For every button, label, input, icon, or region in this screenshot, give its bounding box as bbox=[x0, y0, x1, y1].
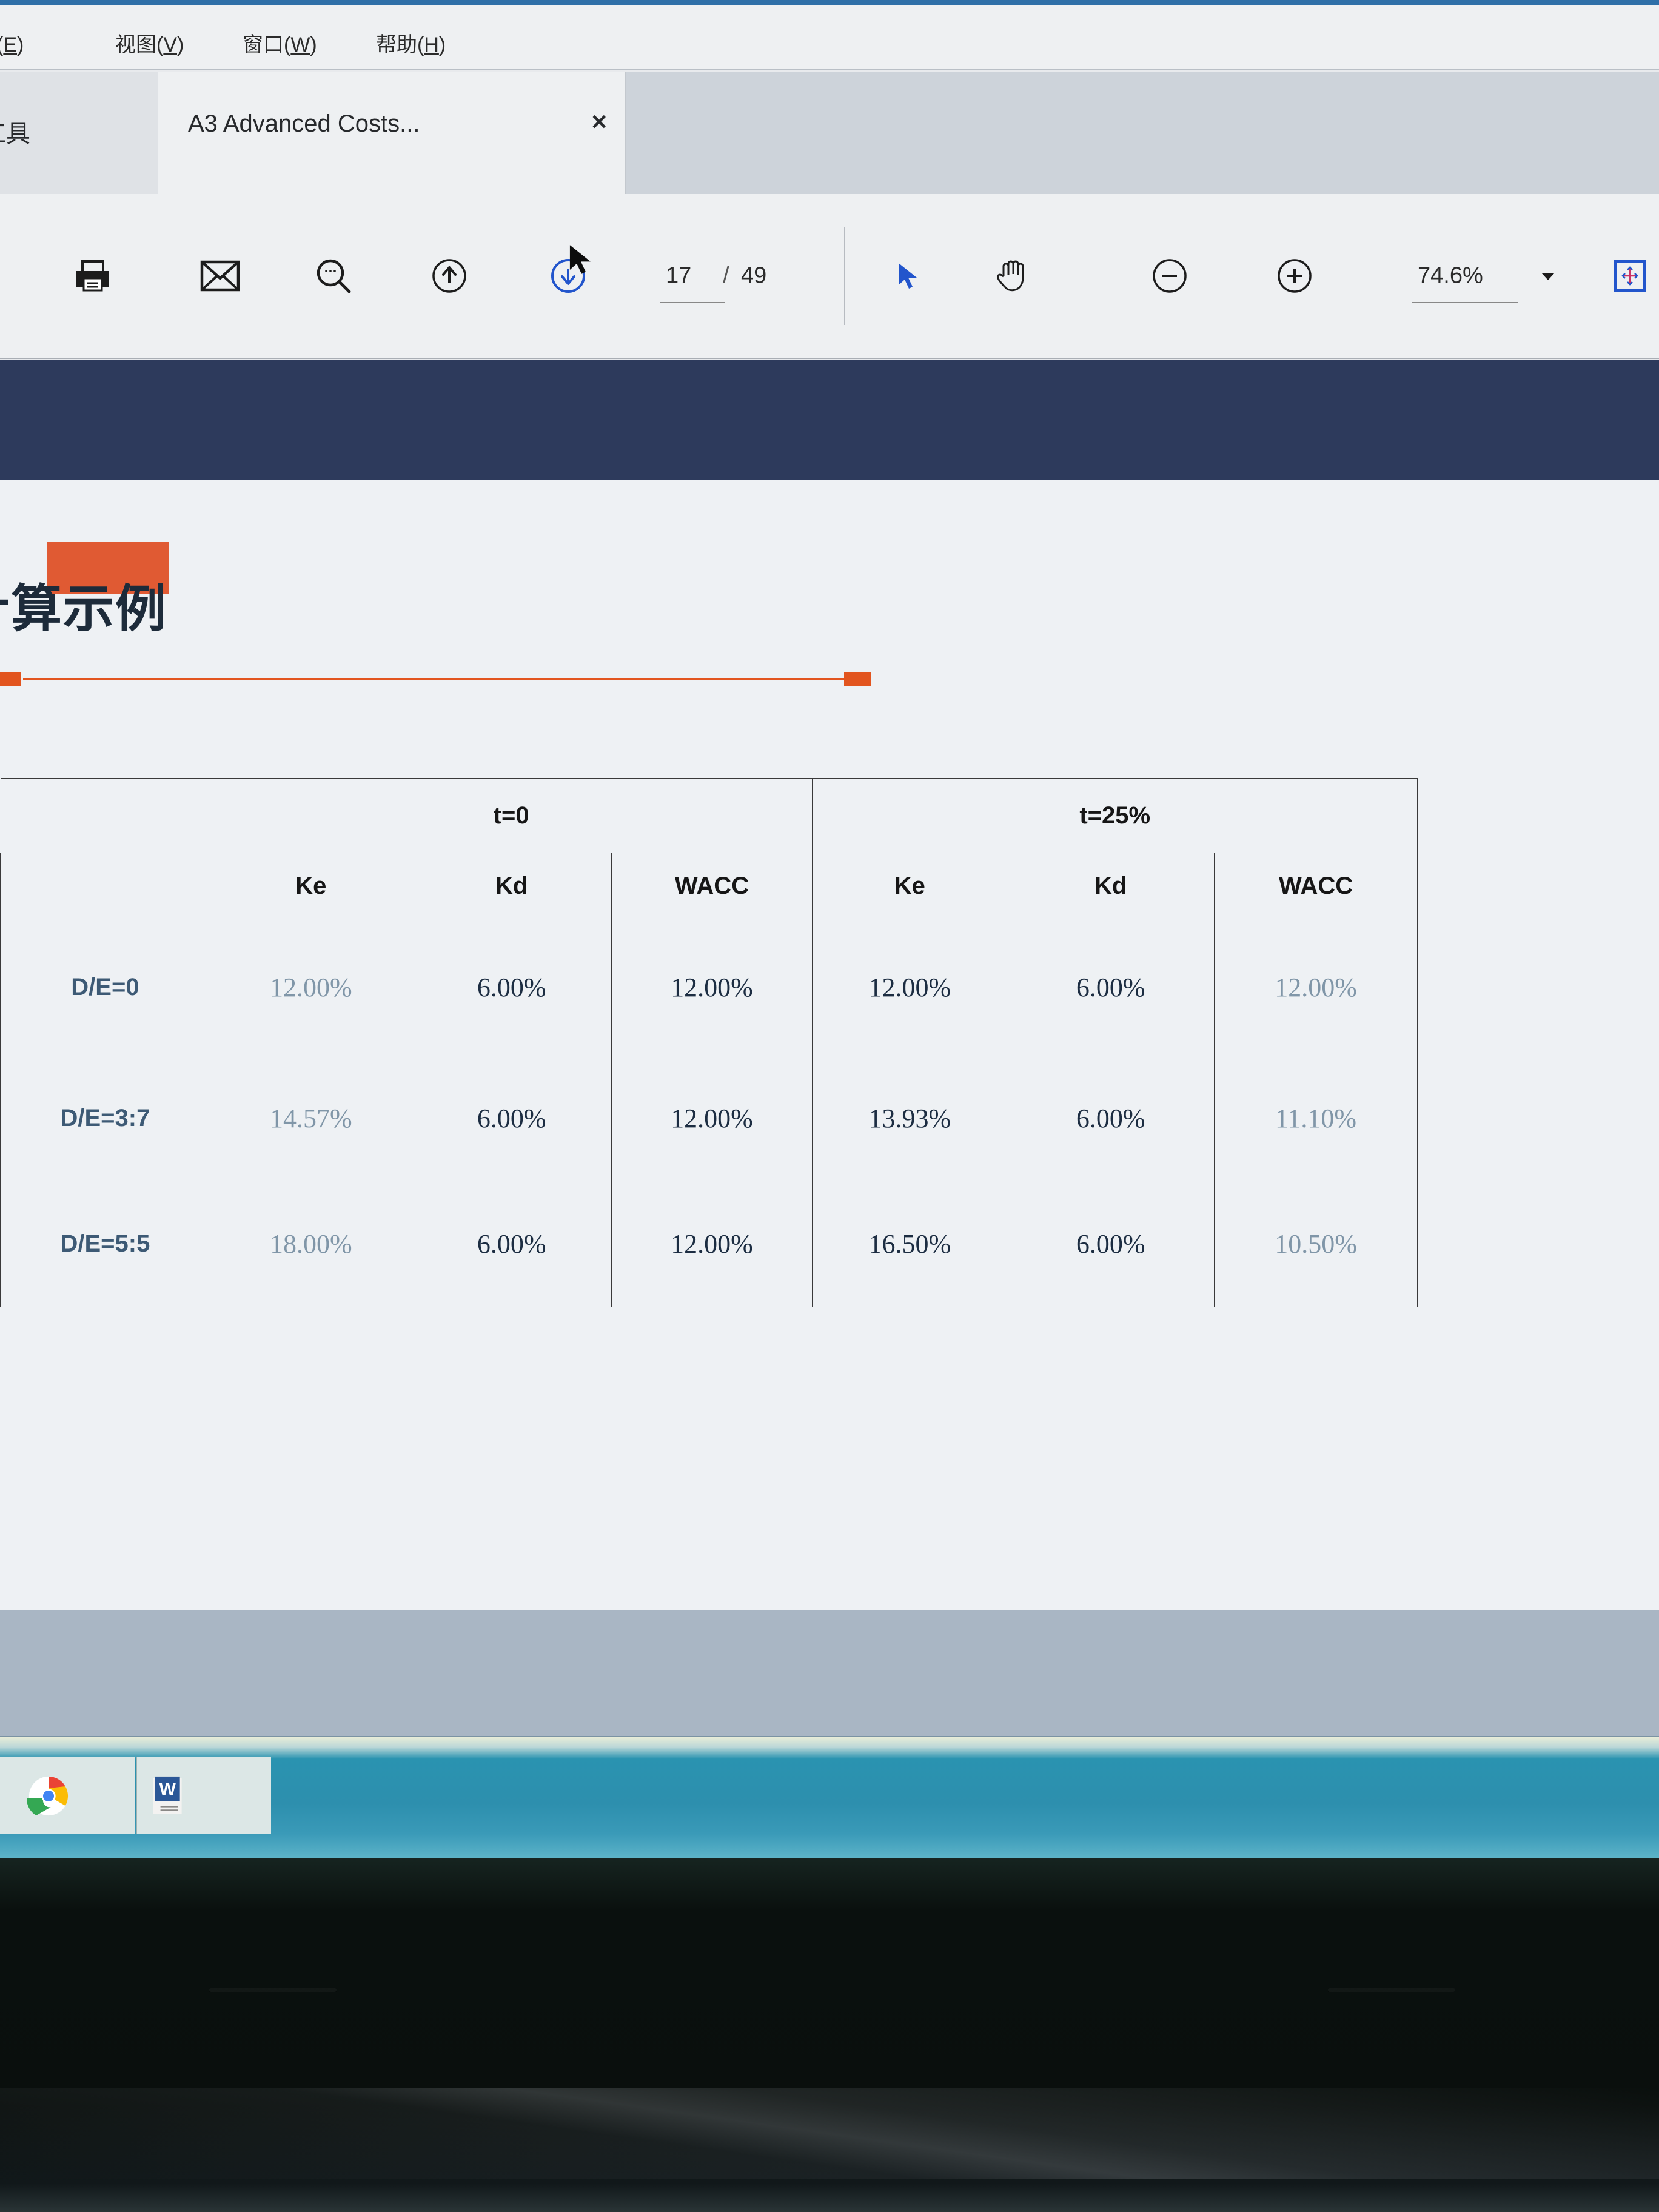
svg-text:W: W bbox=[159, 1780, 176, 1800]
